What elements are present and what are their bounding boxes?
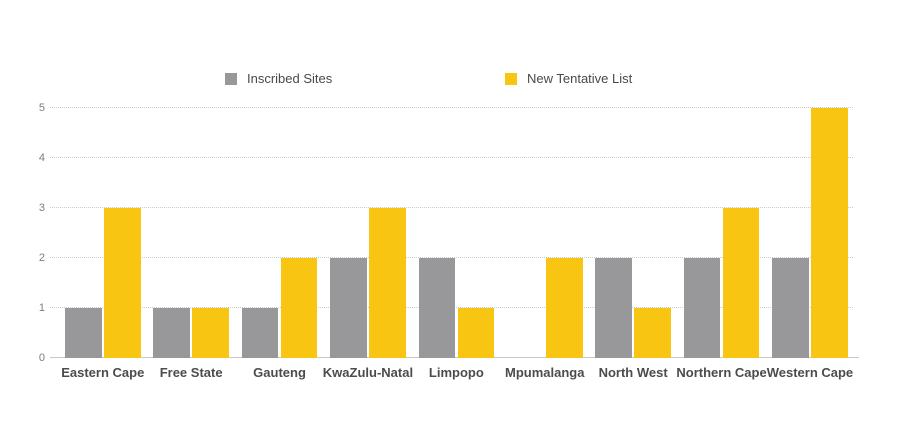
bar-inscribed-sites-western-cape[interactable] — [772, 258, 809, 358]
gridline-4 — [50, 157, 853, 158]
bar-new-tentative-list-north-west[interactable] — [634, 308, 671, 358]
y-axis: 0 1 2 3 4 5 — [0, 102, 45, 364]
y-tick-label-4: 4 — [38, 152, 45, 164]
bar-new-tentative-list-kwazulu-natal[interactable] — [369, 208, 406, 358]
gridline-5 — [50, 107, 853, 108]
gridline-2 — [50, 257, 853, 258]
bar-new-tentative-list-gauteng[interactable] — [280, 258, 318, 358]
x-axis-label-free-state: Free State — [159, 365, 223, 380]
legend-swatch-inscribed-sites — [225, 72, 237, 85]
x-axis-label-kwazulu-natal: KwaZulu-Natal — [322, 365, 414, 380]
y-tick-label-5: 5 — [38, 102, 45, 114]
bar-new-tentative-list-free-state[interactable] — [192, 308, 229, 358]
x-axis-label-western-cape: Western Cape — [766, 365, 854, 380]
bar-inscribed-sites-gauteng[interactable] — [241, 308, 279, 358]
y-tick-label-1: 1 — [38, 302, 45, 314]
legend-swatch-new-tentative-list — [505, 72, 517, 85]
bar-inscribed-sites-northern-cape[interactable] — [683, 258, 721, 358]
x-axis-label-northern-cape: Northern Cape — [676, 365, 767, 380]
x-axis-label-north-west: North West — [598, 365, 668, 380]
x-axis-label-eastern-cape: Eastern Cape — [61, 365, 145, 380]
bar-inscribed-sites-limpopo[interactable] — [418, 258, 456, 358]
bar-new-tentative-list-eastern-cape[interactable] — [104, 208, 141, 358]
gridline-3 — [50, 207, 853, 208]
y-tick-label-0: 0 — [38, 352, 45, 364]
bar-inscribed-sites-north-west[interactable] — [595, 258, 632, 358]
bar-new-tentative-list-western-cape[interactable] — [811, 108, 848, 358]
legend-item-new-tentative-list[interactable]: New Tentative List — [505, 71, 632, 86]
legend-label-inscribed-sites: Inscribed Sites — [247, 71, 333, 86]
x-axis-label-gauteng: Gauteng — [253, 365, 306, 380]
x-axis-label-limpopo: Limpopo — [428, 365, 484, 380]
bar-inscribed-sites-eastern-cape[interactable] — [65, 308, 102, 358]
bar-inscribed-sites-kwazulu-natal[interactable] — [330, 258, 367, 358]
bar-new-tentative-list-northern-cape[interactable] — [722, 208, 760, 358]
bar-new-tentative-list-limpopo[interactable] — [457, 308, 495, 358]
legend-item-inscribed-sites[interactable]: Inscribed Sites — [225, 71, 332, 86]
y-tick-label-2: 2 — [38, 252, 45, 264]
x-axis-label-mpumalanga: Mpumalanga — [505, 365, 585, 380]
legend-label-new-tentative-list: New Tentative List — [527, 71, 633, 86]
y-tick-label-3: 3 — [38, 202, 45, 214]
bar-new-tentative-list-mpumalanga[interactable] — [546, 258, 583, 358]
x-axis: Eastern Cape Free State Gauteng KwaZulu-Nat… — [50, 365, 853, 385]
bar-inscribed-sites-free-state[interactable] — [153, 308, 190, 358]
plot-area — [50, 107, 859, 358]
